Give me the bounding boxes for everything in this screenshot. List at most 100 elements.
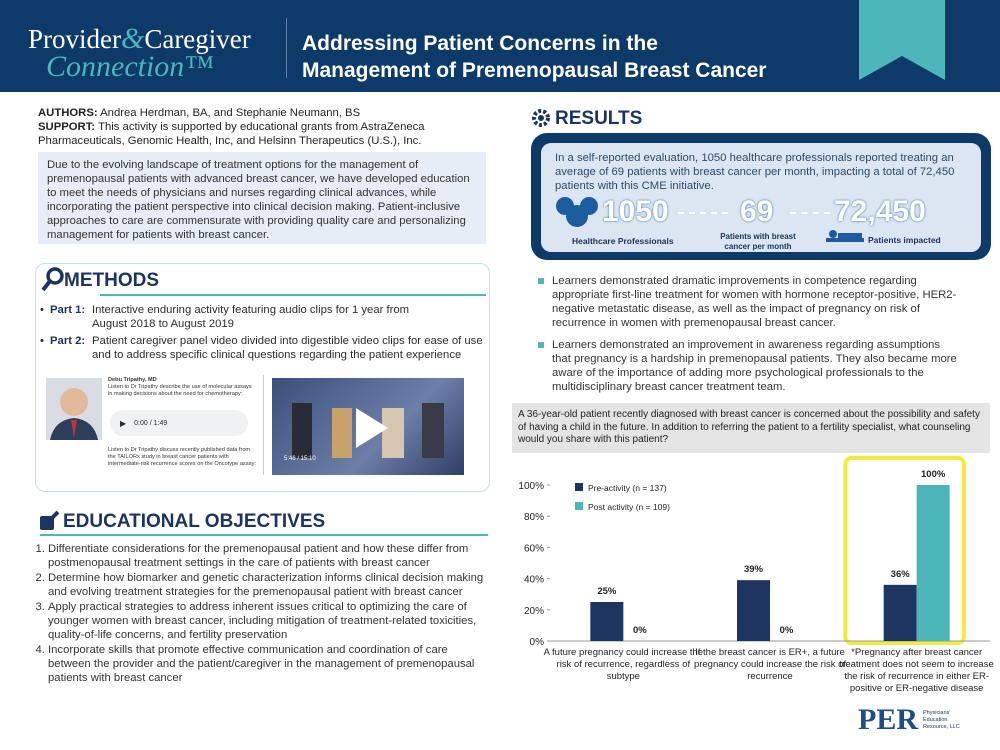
label: SUPPORT: (38, 121, 96, 133)
x-tick-label: *Pregnancy after breast cancer treatment… (839, 647, 994, 694)
magnifier-icon (41, 267, 64, 292)
pencil-icon (40, 510, 60, 530)
support-line: SUPPORT: This activity is supported by e… (38, 120, 488, 148)
x-tick-label: A future pregnancy could increase the ri… (543, 647, 704, 682)
objective: Apply practical strategies to address in… (48, 600, 488, 642)
authors: AUTHORS: Andrea Herdman, BA, and Stephan… (38, 106, 488, 148)
header-band (0, 0, 1000, 92)
bar (883, 584, 917, 641)
gear-icon (532, 109, 550, 127)
title: Addressing Patient Concerns in the Manag… (302, 30, 766, 84)
methods-heading: METHODS (64, 270, 159, 291)
legend-label: Post activity (n = 109) (588, 502, 670, 512)
divider (263, 375, 264, 475)
footer-logo: PER Physicians' Education Resource, LLC (858, 703, 963, 737)
play-icon[interactable]: ▶ (120, 418, 127, 428)
divider (286, 18, 287, 78)
value-label: 39% (744, 564, 764, 575)
part: • Part 2: Patient caregiver panel video di… (40, 334, 486, 362)
value-label: 0% (780, 625, 794, 636)
caption: Listen to Dr Tripathy describe the use o… (108, 384, 252, 397)
title-line: Management of Premenopausal Breast Cance… (302, 59, 767, 82)
logo-amp: & (120, 22, 145, 55)
part-label: Part 1: (50, 304, 86, 316)
logo-word: Caregiver (144, 24, 251, 54)
dot: • (40, 304, 44, 316)
stat-label: Patients with breast cancer per month (720, 232, 796, 251)
logo-line2: Connection™ (46, 50, 214, 83)
support-text: This activity is supported by educationa… (38, 121, 425, 147)
y-tick-label: 60% (524, 543, 544, 554)
value-label: 0% (633, 625, 647, 636)
y-tick-label: 20% (524, 606, 544, 617)
people-icon (556, 197, 598, 227)
value-label: 25% (597, 586, 617, 597)
objective: Incorporate skills that promote effectiv… (48, 643, 488, 685)
video-player[interactable]: 5:46 / 15:10 (272, 378, 464, 475)
stat-number: 69 (740, 195, 774, 228)
logo-word: Provider (28, 24, 121, 54)
connector (790, 212, 830, 214)
label: AUTHORS: (38, 107, 98, 119)
play-button[interactable] (356, 408, 388, 448)
y-tick-label: 80% (524, 512, 544, 523)
authors-line: AUTHORS: Andrea Herdman, BA, and Stephan… (38, 106, 488, 120)
objectives-heading: EDUCATIONAL OBJECTIVES (63, 511, 326, 532)
logo-mark: PER (858, 703, 918, 736)
value-label: 100% (921, 469, 946, 480)
results-panel (541, 143, 981, 252)
connector (678, 212, 728, 214)
methods-box (35, 263, 490, 492)
stat-label: Healthcare Professionals (572, 236, 674, 246)
legend-label: Pre-activity (n = 137) (588, 483, 667, 493)
speaker-name: Debu Tripathy, MD (108, 377, 157, 383)
y-tick-label: 0% (530, 637, 545, 648)
authors-text: Andrea Herdman, BA, and Stephanie Neuman… (100, 107, 361, 119)
bar (916, 485, 950, 641)
bookmark-shape (859, 0, 945, 80)
part-label: Part 2: (50, 335, 86, 347)
audio-time: 0:00 / 1:49 (134, 419, 168, 427)
bullet: Learners demonstrated dramatic improveme… (538, 274, 958, 330)
video-frame (292, 403, 444, 458)
objectives-list: Differentiate considerations for the pre… (30, 542, 488, 686)
stat-number: 72,450 (834, 195, 926, 228)
methods-parts: • Part 1: Interactive enduring activity fe… (40, 303, 486, 362)
rule (40, 534, 488, 536)
y-tick-label: 100% (518, 481, 544, 492)
question: A 36-year-old patient recently diagnosed… (512, 403, 990, 453)
stat-number: 1050 (602, 195, 669, 228)
speaker-photo (46, 378, 102, 440)
intro: Due to the evolving landscape of treatme… (38, 152, 486, 244)
bullet: Learners demonstrated an improvement in … (538, 338, 958, 394)
media-text: Debu Tripathy, MD Listen to Dr Tripathy … (108, 377, 256, 398)
stat-label: Patients impacted (868, 235, 941, 245)
title-line: Addressing Patient Concerns in the (302, 32, 658, 55)
bed-icon (826, 230, 864, 242)
results-summary: In a self-reported evaluation, 1050 heal… (555, 152, 955, 192)
part-text: Interactive enduring activity featuring … (92, 304, 410, 330)
logo-line1: Provider&Caregiver (28, 22, 251, 56)
part-text: Patient caregiver panel video divided in… (92, 335, 483, 361)
caption: Listen to Dr Tripathy discuss recently p… (108, 447, 256, 467)
results-heading: RESULTS (555, 108, 643, 129)
chart: 0% 20% 40% 60% 80% 100% Pre-activity (n = 137)… (510, 455, 994, 700)
dot: • (40, 335, 44, 347)
chart-svg: 0% 20% 40% 60% 80% 100% Pre-activity (n = 137)… (518, 456, 990, 648)
legend-swatch (575, 483, 583, 491)
bullets: Learners demonstrated dramatic improveme… (538, 274, 958, 394)
rule (100, 294, 486, 296)
value-label: 36% (891, 569, 911, 580)
bar (737, 580, 770, 641)
objective: Determine how biomarker and genetic char… (48, 571, 488, 599)
org-name: Physicians' Education Resource, LLC (923, 709, 960, 730)
part: • Part 1: Interactive enduring activity fe… (40, 303, 486, 331)
objective: Differentiate considerations for the pre… (48, 542, 488, 570)
highlight-box (843, 456, 967, 645)
y-tick-label: 40% (524, 575, 544, 586)
video-time: 5:46 / 15:10 (284, 456, 316, 462)
bar (590, 602, 624, 641)
legend-swatch (575, 502, 583, 510)
audio-player[interactable]: ▶ 0:00 / 1:49 (110, 410, 248, 436)
